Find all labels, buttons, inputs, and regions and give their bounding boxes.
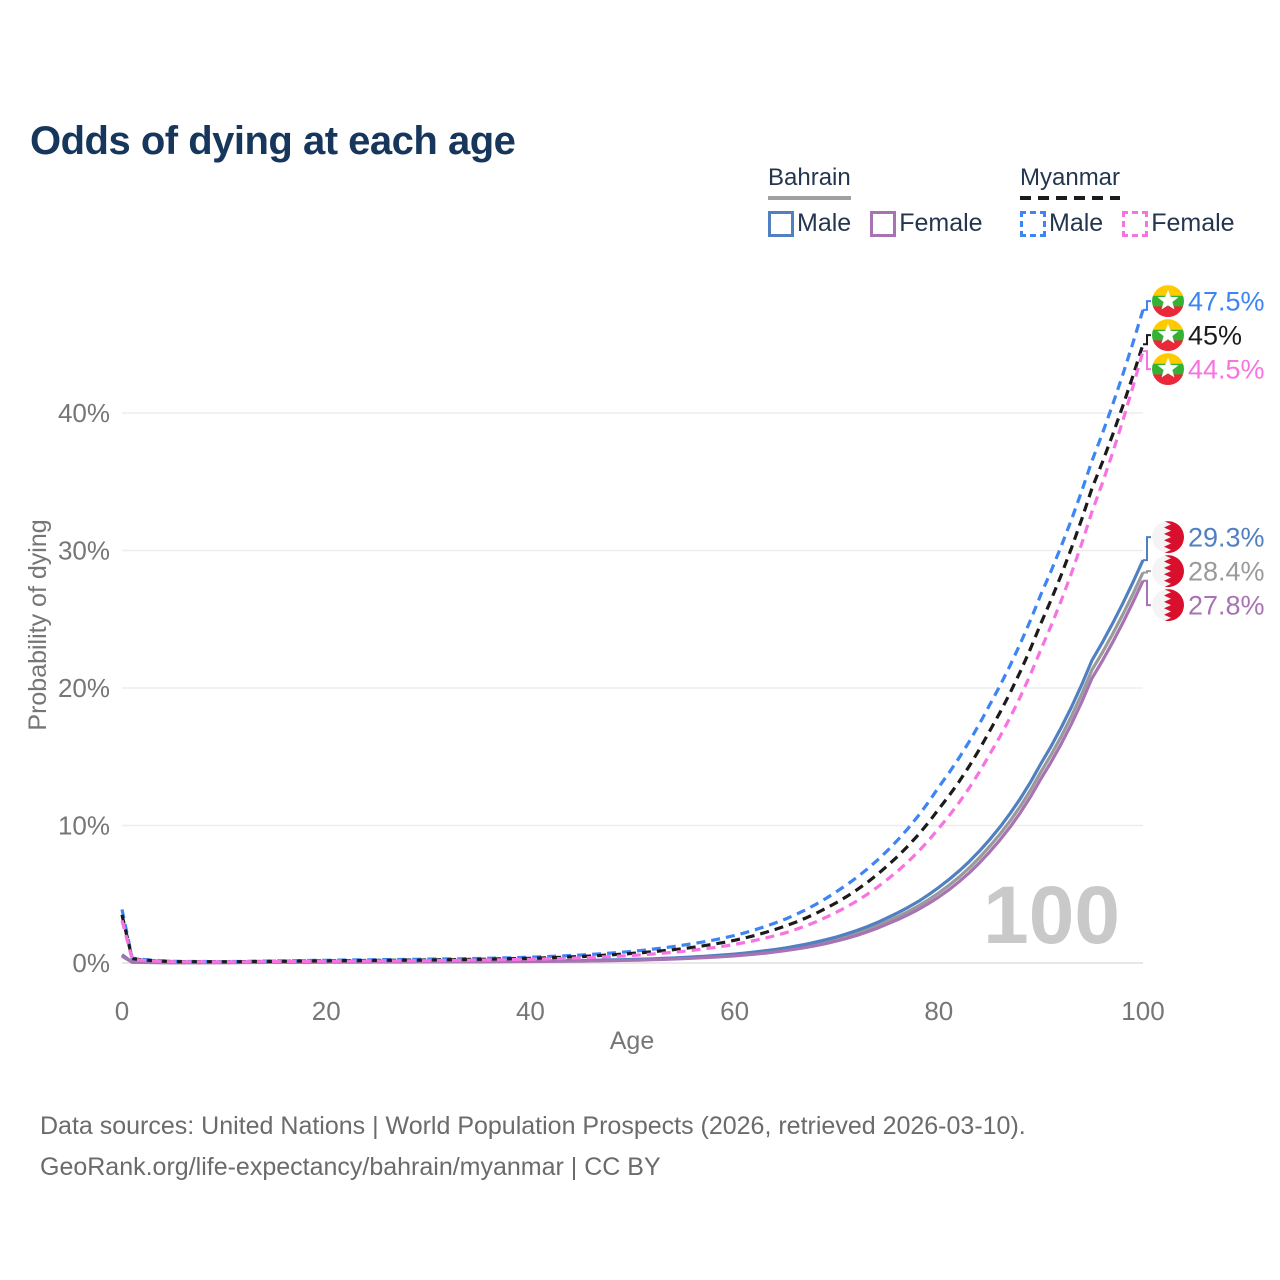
data-source-line: Data sources: United Nations | World Pop… [40, 1112, 1026, 1140]
solid-line-sample-icon [768, 196, 851, 200]
line-myanmar-all[interactable] [120, 343, 1145, 964]
x-tick-label: 60 [720, 996, 749, 1026]
x-axis-title: Age [610, 1027, 654, 1055]
end-value-bahrain-male[interactable]: 29.3% [1188, 523, 1265, 553]
legend-country-label: Bahrain [768, 164, 851, 191]
end-value-myanmar-all[interactable]: 45% [1188, 321, 1242, 351]
legend-header-bahrain[interactable]: Bahrain [768, 164, 851, 200]
myanmar-flag-icon [1152, 319, 1184, 351]
x-tick-label: 20 [312, 996, 341, 1026]
attribution-line: GeoRank.org/life-expectancy/bahrain/myan… [40, 1153, 661, 1181]
series-curves [120, 309, 1145, 965]
y-tick-label: 10% [58, 811, 110, 841]
legend-swatch-bahrain-male[interactable] [768, 210, 794, 237]
footer: Data sources: United Nations | World Pop… [40, 1106, 1026, 1188]
leader-line-bahrain-male [1143, 536, 1151, 562]
line-chart: 0% 10% 20% 30% 40% 0 20 40 60 80 100 Probability … [24, 0, 1265, 1055]
legend-item-label[interactable]: Female [1151, 209, 1235, 237]
legend-group-bahrain: Bahrain Male Female [768, 164, 1002, 238]
leader-line-myanmar-female [1143, 350, 1151, 371]
x-tick-label: 80 [924, 996, 953, 1026]
legend-item-label[interactable]: Female [899, 209, 983, 237]
end-value-myanmar-female[interactable]: 44.5% [1188, 355, 1265, 385]
legend-header-myanmar[interactable]: Myanmar [1020, 164, 1121, 200]
legend-item-label[interactable]: Male [1049, 209, 1104, 237]
x-tick-label: 0 [115, 996, 129, 1026]
myanmar-flag-icon [1152, 353, 1184, 385]
age-counter-watermark: 100 [983, 870, 1120, 961]
y-axis-tick-labels: 0% 10% 20% 30% 40% [58, 398, 110, 978]
dashed-line-sample-icon [1020, 196, 1121, 200]
end-value-bahrain-female[interactable]: 27.8% [1188, 591, 1265, 621]
x-tick-label: 40 [516, 996, 545, 1026]
end-value-labels: 29.3% 28.4% 27.8% 47.5% 45% 44.5% [1143, 285, 1265, 621]
line-myanmar-male[interactable] [120, 309, 1145, 964]
end-value-bahrain-all[interactable]: 28.4% [1188, 557, 1265, 587]
end-value-myanmar-male[interactable]: 47.5% [1188, 287, 1265, 317]
page-title: Odds of dying at each age [30, 118, 516, 163]
leader-line-myanmar-male [1143, 300, 1151, 311]
y-tick-label: 20% [58, 673, 110, 703]
bahrain-flag-icon [1152, 555, 1184, 587]
y-tick-label: 30% [58, 536, 110, 566]
bahrain-flag-icon [1152, 589, 1184, 621]
bahrain-flag-icon [1152, 521, 1184, 553]
y-tick-label: 0% [72, 948, 110, 978]
legend-swatch-myanmar-male[interactable] [1020, 210, 1046, 237]
legend-item-label[interactable]: Male [797, 209, 852, 237]
leader-line-bahrain-all [1143, 570, 1151, 574]
legend-swatch-bahrain-female[interactable] [870, 210, 897, 237]
leader-line-bahrain-female [1143, 579, 1151, 607]
leader-line-myanmar-all [1143, 334, 1151, 346]
legend-group-myanmar: Myanmar Male Female [1020, 164, 1254, 238]
x-axis-tick-labels: 0 20 40 60 80 100 [115, 996, 1165, 1026]
line-myanmar-female[interactable] [120, 350, 1145, 964]
legend-swatch-myanmar-female[interactable] [1122, 210, 1149, 237]
y-tick-label: 40% [58, 398, 110, 428]
myanmar-flag-icon [1152, 285, 1184, 317]
legend-country-label: Myanmar [1020, 164, 1121, 191]
y-axis-title: Probability of dying [24, 519, 52, 730]
x-tick-label: 100 [1121, 996, 1164, 1026]
